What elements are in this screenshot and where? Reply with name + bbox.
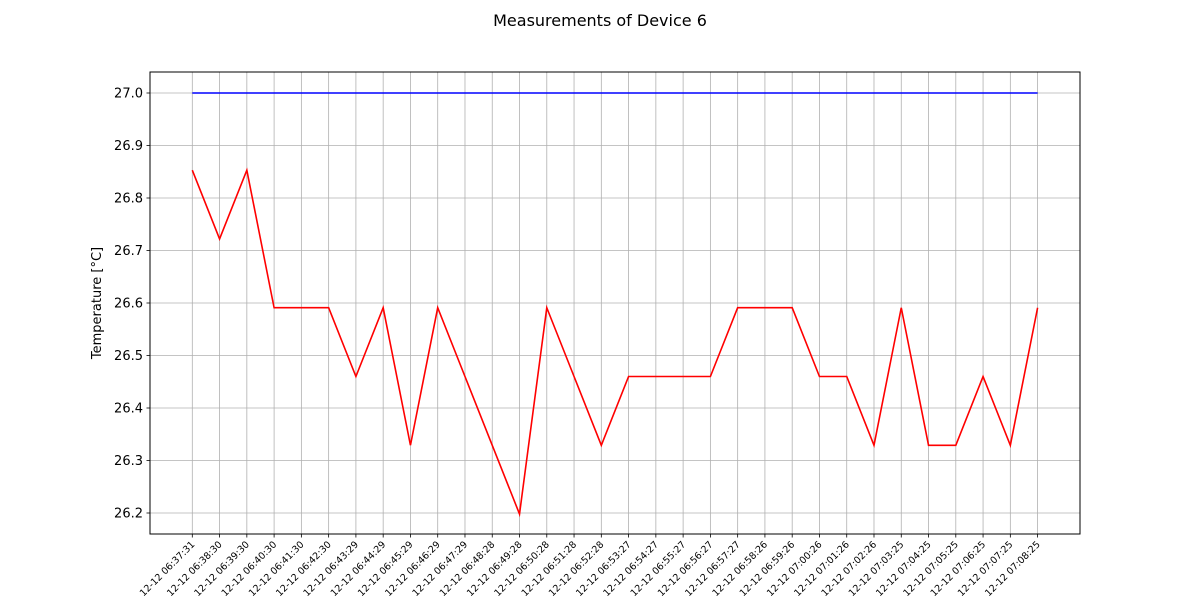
grid-lines bbox=[150, 72, 1080, 534]
y-tick-label: 26.3 bbox=[114, 454, 143, 469]
y-axis-ticks: 26.2 26.3 26.4 26.5 26.6 26.7 26.8 26.9 27.0 bbox=[114, 87, 150, 522]
series-lines bbox=[191, 92, 1039, 518]
y-tick-label: 27.0 bbox=[114, 87, 143, 102]
y-tick-label: 26.6 bbox=[114, 297, 143, 312]
y-axis-label: Temperature [°C] bbox=[90, 247, 105, 360]
y-tick-label: 26.9 bbox=[114, 139, 143, 154]
y-tick-label: 26.2 bbox=[114, 507, 143, 522]
y-tick-label: 26.5 bbox=[114, 349, 143, 364]
y-tick-label: 26.8 bbox=[114, 192, 143, 207]
y-tick-label: 26.4 bbox=[114, 402, 143, 417]
y-tick-label: 26.7 bbox=[114, 244, 143, 259]
chart-title: Measurements of Device 6 bbox=[493, 11, 707, 30]
series-line bbox=[191, 167, 1039, 518]
